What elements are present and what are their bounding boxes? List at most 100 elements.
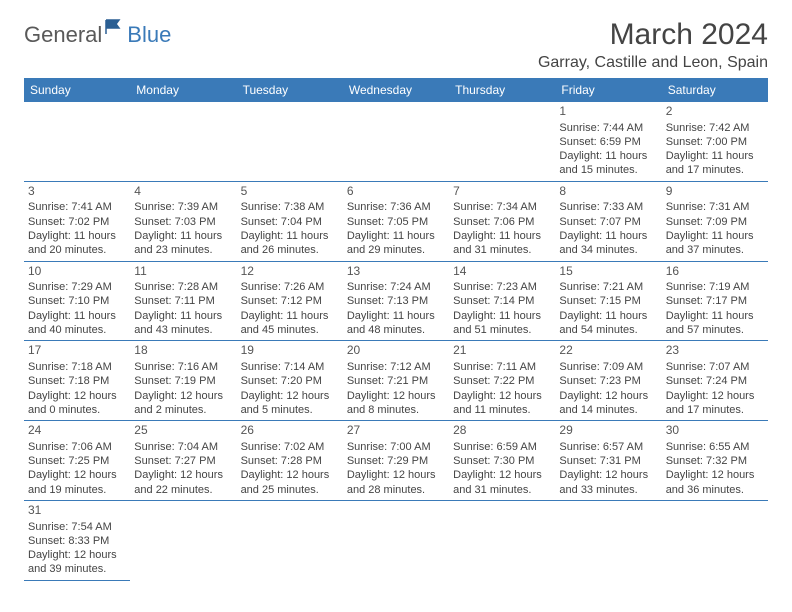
calendar-cell <box>237 102 343 181</box>
day-info: Sunrise: 7:12 AM <box>347 360 445 374</box>
calendar-row: 3Sunrise: 7:41 AMSunset: 7:02 PMDaylight… <box>24 181 768 261</box>
day-info: and 25 minutes. <box>241 483 339 497</box>
day-info: Daylight: 11 hours <box>453 309 551 323</box>
day-info: Sunset: 7:14 PM <box>453 294 551 308</box>
location-text: Garray, Castille and Leon, Spain <box>538 54 768 72</box>
day-info: Sunset: 7:24 PM <box>666 374 764 388</box>
day-info: Sunrise: 7:44 AM <box>559 121 657 135</box>
day-info: Sunset: 7:12 PM <box>241 294 339 308</box>
calendar-cell <box>343 102 449 181</box>
day-info: Sunset: 8:33 PM <box>28 534 126 548</box>
day-info: and 45 minutes. <box>241 323 339 337</box>
page-title: March 2024 <box>538 18 768 52</box>
day-info: Sunrise: 7:34 AM <box>453 200 551 214</box>
column-header: Saturday <box>662 78 768 102</box>
header: General Blue March 2024 Garray, Castille… <box>24 18 768 72</box>
calendar-cell: 18Sunrise: 7:16 AMSunset: 7:19 PMDayligh… <box>130 341 236 421</box>
day-info: and 0 minutes. <box>28 403 126 417</box>
calendar-cell <box>237 500 343 580</box>
day-info: Daylight: 12 hours <box>347 468 445 482</box>
calendar-cell: 27Sunrise: 7:00 AMSunset: 7:29 PMDayligh… <box>343 421 449 501</box>
calendar-cell: 13Sunrise: 7:24 AMSunset: 7:13 PMDayligh… <box>343 261 449 341</box>
day-number: 20 <box>347 343 445 359</box>
day-number: 6 <box>347 184 445 200</box>
day-info: Daylight: 12 hours <box>134 389 232 403</box>
calendar-cell: 8Sunrise: 7:33 AMSunset: 7:07 PMDaylight… <box>555 181 661 261</box>
column-header: Friday <box>555 78 661 102</box>
day-info: Sunset: 7:03 PM <box>134 215 232 229</box>
day-number: 27 <box>347 423 445 439</box>
day-number: 17 <box>28 343 126 359</box>
flag-icon <box>105 18 127 41</box>
day-info: Sunrise: 7:11 AM <box>453 360 551 374</box>
day-info: Sunset: 7:07 PM <box>559 215 657 229</box>
day-number: 11 <box>134 264 232 280</box>
day-info: Daylight: 11 hours <box>559 149 657 163</box>
day-info: Sunrise: 7:24 AM <box>347 280 445 294</box>
day-info: Daylight: 11 hours <box>666 229 764 243</box>
day-info: Daylight: 12 hours <box>28 548 126 562</box>
day-info: Sunrise: 7:14 AM <box>241 360 339 374</box>
day-info: Sunrise: 7:41 AM <box>28 200 126 214</box>
day-info: Sunset: 7:15 PM <box>559 294 657 308</box>
day-info: and 31 minutes. <box>453 243 551 257</box>
logo-text-general: General <box>24 22 102 48</box>
day-number: 3 <box>28 184 126 200</box>
day-info: Sunset: 7:10 PM <box>28 294 126 308</box>
column-header: Tuesday <box>237 78 343 102</box>
day-info: Sunset: 7:18 PM <box>28 374 126 388</box>
day-number: 8 <box>559 184 657 200</box>
calendar-cell: 29Sunrise: 6:57 AMSunset: 7:31 PMDayligh… <box>555 421 661 501</box>
calendar-cell: 5Sunrise: 7:38 AMSunset: 7:04 PMDaylight… <box>237 181 343 261</box>
day-info: and 19 minutes. <box>28 483 126 497</box>
day-info: Sunset: 7:28 PM <box>241 454 339 468</box>
calendar-cell: 16Sunrise: 7:19 AMSunset: 7:17 PMDayligh… <box>662 261 768 341</box>
calendar-cell: 19Sunrise: 7:14 AMSunset: 7:20 PMDayligh… <box>237 341 343 421</box>
day-number: 24 <box>28 423 126 439</box>
day-number: 1 <box>559 104 657 120</box>
day-number: 14 <box>453 264 551 280</box>
calendar-cell <box>662 500 768 580</box>
day-info: Sunrise: 7:04 AM <box>134 440 232 454</box>
day-info: Daylight: 11 hours <box>666 309 764 323</box>
day-info: Sunset: 7:25 PM <box>28 454 126 468</box>
day-number: 21 <box>453 343 551 359</box>
day-info: Sunset: 7:29 PM <box>347 454 445 468</box>
day-info: and 37 minutes. <box>666 243 764 257</box>
day-number: 28 <box>453 423 551 439</box>
day-info: Sunrise: 7:39 AM <box>134 200 232 214</box>
day-info: Sunset: 7:23 PM <box>559 374 657 388</box>
day-info: Sunset: 7:09 PM <box>666 215 764 229</box>
calendar-cell <box>555 500 661 580</box>
calendar-cell: 11Sunrise: 7:28 AMSunset: 7:11 PMDayligh… <box>130 261 236 341</box>
day-info: Daylight: 12 hours <box>28 468 126 482</box>
calendar-cell: 20Sunrise: 7:12 AMSunset: 7:21 PMDayligh… <box>343 341 449 421</box>
day-number: 16 <box>666 264 764 280</box>
day-info: Sunset: 7:05 PM <box>347 215 445 229</box>
title-block: March 2024 Garray, Castille and Leon, Sp… <box>538 18 768 72</box>
day-number: 10 <box>28 264 126 280</box>
day-info: Sunset: 7:31 PM <box>559 454 657 468</box>
day-info: Daylight: 11 hours <box>559 309 657 323</box>
day-info: Daylight: 11 hours <box>453 229 551 243</box>
day-info: Sunrise: 6:57 AM <box>559 440 657 454</box>
day-info: Sunset: 7:04 PM <box>241 215 339 229</box>
day-info: Daylight: 12 hours <box>559 389 657 403</box>
calendar-cell: 3Sunrise: 7:41 AMSunset: 7:02 PMDaylight… <box>24 181 130 261</box>
calendar-cell: 30Sunrise: 6:55 AMSunset: 7:32 PMDayligh… <box>662 421 768 501</box>
day-info: Sunrise: 7:36 AM <box>347 200 445 214</box>
day-info: and 22 minutes. <box>134 483 232 497</box>
day-info: Daylight: 11 hours <box>134 309 232 323</box>
day-info: Sunrise: 7:23 AM <box>453 280 551 294</box>
day-number: 2 <box>666 104 764 120</box>
day-info: and 2 minutes. <box>134 403 232 417</box>
day-number: 13 <box>347 264 445 280</box>
day-info: Sunset: 7:19 PM <box>134 374 232 388</box>
day-info: Daylight: 12 hours <box>559 468 657 482</box>
calendar-cell: 21Sunrise: 7:11 AMSunset: 7:22 PMDayligh… <box>449 341 555 421</box>
day-info: and 15 minutes. <box>559 163 657 177</box>
day-info: and 48 minutes. <box>347 323 445 337</box>
day-number: 9 <box>666 184 764 200</box>
day-number: 15 <box>559 264 657 280</box>
day-info: Sunrise: 7:07 AM <box>666 360 764 374</box>
